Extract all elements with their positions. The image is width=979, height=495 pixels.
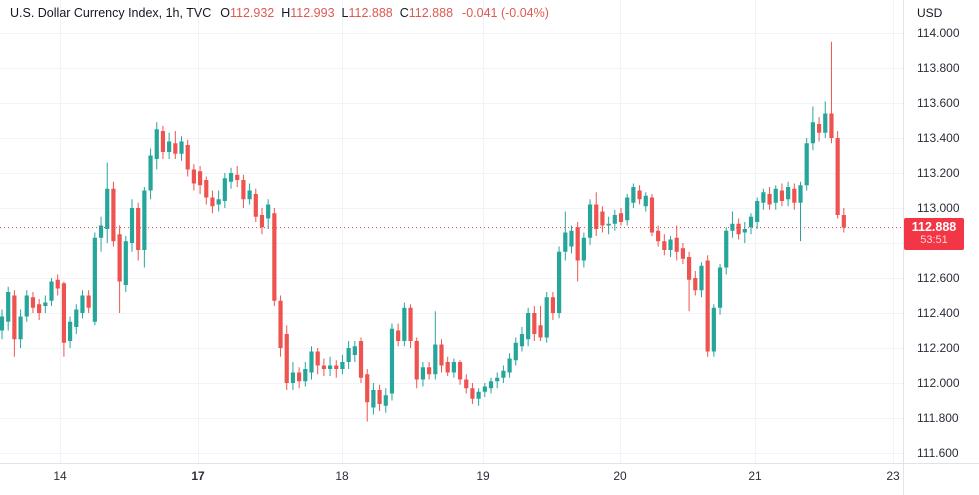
currency-label: USD bbox=[917, 6, 943, 20]
bar-countdown: 53:51 bbox=[920, 233, 948, 246]
price-tick-label: 113.400 bbox=[917, 131, 960, 145]
price-tick-label: 112.000 bbox=[917, 376, 960, 390]
time-tick-label: 17 bbox=[191, 469, 205, 483]
time-tick-label: 23 bbox=[886, 469, 900, 483]
price-tick-label: 114.000 bbox=[917, 26, 960, 40]
time-axis-separator bbox=[0, 463, 979, 464]
price-tick-label: 113.800 bbox=[917, 61, 960, 75]
price-tick-label: 113.200 bbox=[917, 166, 960, 180]
last-price-label: 112.888 53:51 bbox=[904, 217, 964, 250]
chart-legend: U.S. Dollar Currency Index, 1h, TVC O112.… bbox=[10, 6, 549, 20]
time-tick-label: 19 bbox=[476, 469, 490, 483]
ohlc-close: C112.888 bbox=[399, 6, 454, 20]
time-tick-label: 18 bbox=[335, 469, 349, 483]
candles bbox=[0, 41, 846, 422]
time-tick-label: 20 bbox=[613, 469, 627, 483]
price-tick-label: 112.400 bbox=[917, 306, 960, 320]
last-price-value: 112.888 bbox=[911, 219, 957, 234]
grid-lines bbox=[0, 0, 903, 463]
price-tick-label: 111.600 bbox=[917, 446, 959, 460]
price-tick-label: 113.600 bbox=[917, 96, 960, 110]
price-tick-label: 112.600 bbox=[917, 271, 960, 285]
price-tick-label: 112.200 bbox=[917, 341, 960, 355]
symbol-title: U.S. Dollar Currency Index, 1h, TVC bbox=[10, 6, 212, 20]
ohlc-high: H112.993 bbox=[281, 6, 335, 20]
price-axis-separator bbox=[903, 0, 904, 495]
time-tick-label: 14 bbox=[53, 469, 67, 483]
price-tick-label: 113.000 bbox=[917, 201, 960, 215]
time-tick-label: 21 bbox=[748, 469, 762, 483]
ohlc-low: L112.888 bbox=[341, 6, 393, 20]
change-value: -0.041 (-0.04%) bbox=[462, 6, 549, 20]
price-tick-label: 111.800 bbox=[917, 411, 959, 425]
ohlc-open: O112.932 bbox=[220, 6, 275, 20]
